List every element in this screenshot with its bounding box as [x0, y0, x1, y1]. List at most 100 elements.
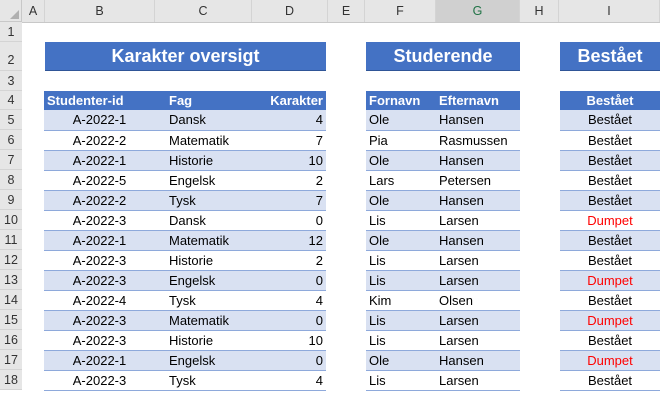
student-id-cell[interactable]: A-2022-1: [44, 230, 155, 251]
passed-status-cell[interactable]: Bestået: [560, 190, 660, 211]
student-id-cell[interactable]: A-2022-4: [44, 290, 155, 311]
subject-cell[interactable]: Tysk: [155, 290, 252, 311]
passed-status-cell[interactable]: Bestået: [560, 130, 660, 151]
last-name-cell[interactable]: Hansen: [436, 110, 520, 131]
first-name-cell[interactable]: Lis: [366, 250, 436, 271]
grade-cell[interactable]: 0: [252, 210, 326, 231]
row-header-4[interactable]: 4: [0, 91, 22, 110]
student-id-cell[interactable]: A-2022-3: [44, 250, 155, 271]
grade-cell[interactable]: 10: [252, 330, 326, 351]
subject-cell[interactable]: Engelsk: [155, 270, 252, 291]
student-id-cell[interactable]: A-2022-2: [44, 130, 155, 151]
student-id-cell[interactable]: A-2022-1: [44, 150, 155, 171]
student-id-cell[interactable]: A-2022-1: [44, 110, 155, 131]
passed-status-cell[interactable]: Bestået: [560, 250, 660, 271]
subject-cell[interactable]: Dansk: [155, 110, 252, 131]
row-header-9[interactable]: 9: [0, 190, 22, 210]
first-name-cell[interactable]: Lis: [366, 310, 436, 331]
subject-cell[interactable]: Engelsk: [155, 170, 252, 191]
student-id-cell[interactable]: A-2022-3: [44, 310, 155, 331]
row-header-5[interactable]: 5: [0, 110, 22, 130]
passed-status-cell[interactable]: Bestået: [560, 230, 660, 251]
passed-status-cell[interactable]: Bestået: [560, 170, 660, 191]
row-header-18[interactable]: 18: [0, 370, 22, 390]
last-name-cell[interactable]: Olsen: [436, 290, 520, 311]
header-passed[interactable]: Bestået: [560, 91, 660, 110]
column-header-f[interactable]: F: [365, 0, 436, 22]
student-id-cell[interactable]: A-2022-3: [44, 210, 155, 231]
subject-cell[interactable]: Historie: [155, 150, 252, 171]
passed-status-cell[interactable]: Bestået: [560, 330, 660, 351]
passed-status-cell[interactable]: Dumpet: [560, 210, 660, 231]
grade-cell[interactable]: 4: [252, 290, 326, 311]
last-name-cell[interactable]: Larsen: [436, 270, 520, 291]
last-name-cell[interactable]: Hansen: [436, 150, 520, 171]
last-name-cell[interactable]: Larsen: [436, 250, 520, 271]
first-name-cell[interactable]: Lis: [366, 270, 436, 291]
grade-cell[interactable]: 0: [252, 310, 326, 331]
passed-status-cell[interactable]: Dumpet: [560, 350, 660, 371]
passed-status-cell[interactable]: Dumpet: [560, 310, 660, 331]
row-header-14[interactable]: 14: [0, 290, 22, 310]
passed-status-cell[interactable]: Bestået: [560, 290, 660, 311]
first-name-cell[interactable]: Lis: [366, 330, 436, 351]
grade-cell[interactable]: 4: [252, 110, 326, 131]
student-id-cell[interactable]: A-2022-5: [44, 170, 155, 191]
student-id-cell[interactable]: A-2022-3: [44, 330, 155, 351]
column-header-i[interactable]: I: [559, 0, 660, 22]
last-name-cell[interactable]: Hansen: [436, 230, 520, 251]
subject-cell[interactable]: Matematik: [155, 130, 252, 151]
first-name-cell[interactable]: Lis: [366, 370, 436, 391]
student-id-cell[interactable]: A-2022-3: [44, 370, 155, 391]
grade-cell[interactable]: 2: [252, 170, 326, 191]
last-name-cell[interactable]: Larsen: [436, 370, 520, 391]
last-name-cell[interactable]: Hansen: [436, 190, 520, 211]
grade-cell[interactable]: 12: [252, 230, 326, 251]
last-name-cell[interactable]: Petersen: [436, 170, 520, 191]
header-first-name[interactable]: Fornavn: [366, 91, 436, 110]
passed-status-cell[interactable]: Bestået: [560, 370, 660, 391]
row-header-13[interactable]: 13: [0, 270, 22, 290]
grade-cell[interactable]: 0: [252, 350, 326, 371]
row-header-3[interactable]: 3: [0, 71, 22, 91]
row-header-16[interactable]: 16: [0, 330, 22, 350]
grade-cell[interactable]: 0: [252, 270, 326, 291]
student-id-cell[interactable]: A-2022-2: [44, 190, 155, 211]
column-header-c[interactable]: C: [155, 0, 252, 22]
row-header-2[interactable]: 2: [0, 42, 22, 71]
grade-cell[interactable]: 2: [252, 250, 326, 271]
header-student-id[interactable]: Studenter-id: [44, 91, 155, 110]
first-name-cell[interactable]: Ole: [366, 230, 436, 251]
passed-status-cell[interactable]: Dumpet: [560, 270, 660, 291]
subject-cell[interactable]: Historie: [155, 250, 252, 271]
row-header-11[interactable]: 11: [0, 230, 22, 250]
header-subject[interactable]: Fag: [155, 91, 252, 110]
first-name-cell[interactable]: Ole: [366, 350, 436, 371]
column-header-e[interactable]: E: [328, 0, 365, 22]
column-header-a[interactable]: A: [22, 0, 45, 22]
header-last-name[interactable]: Efternavn: [436, 91, 520, 110]
row-header-10[interactable]: 10: [0, 210, 22, 230]
subject-cell[interactable]: Tysk: [155, 190, 252, 211]
first-name-cell[interactable]: Lars: [366, 170, 436, 191]
row-header-1[interactable]: 1: [0, 22, 22, 42]
first-name-cell[interactable]: Ole: [366, 110, 436, 131]
row-header-15[interactable]: 15: [0, 310, 22, 330]
first-name-cell[interactable]: Kim: [366, 290, 436, 311]
column-header-h[interactable]: H: [520, 0, 559, 22]
select-all-corner[interactable]: [0, 0, 22, 22]
header-grade[interactable]: Karakter: [252, 91, 326, 110]
grade-cell[interactable]: 7: [252, 190, 326, 211]
grade-cell[interactable]: 10: [252, 150, 326, 171]
subject-cell[interactable]: Historie: [155, 330, 252, 351]
subject-cell[interactable]: Tysk: [155, 370, 252, 391]
row-header-8[interactable]: 8: [0, 170, 22, 190]
first-name-cell[interactable]: Pia: [366, 130, 436, 151]
last-name-cell[interactable]: Larsen: [436, 310, 520, 331]
student-id-cell[interactable]: A-2022-3: [44, 270, 155, 291]
column-header-b[interactable]: B: [45, 0, 155, 22]
column-header-g[interactable]: G: [436, 0, 520, 22]
row-header-6[interactable]: 6: [0, 130, 22, 150]
first-name-cell[interactable]: Lis: [366, 210, 436, 231]
last-name-cell[interactable]: Larsen: [436, 330, 520, 351]
